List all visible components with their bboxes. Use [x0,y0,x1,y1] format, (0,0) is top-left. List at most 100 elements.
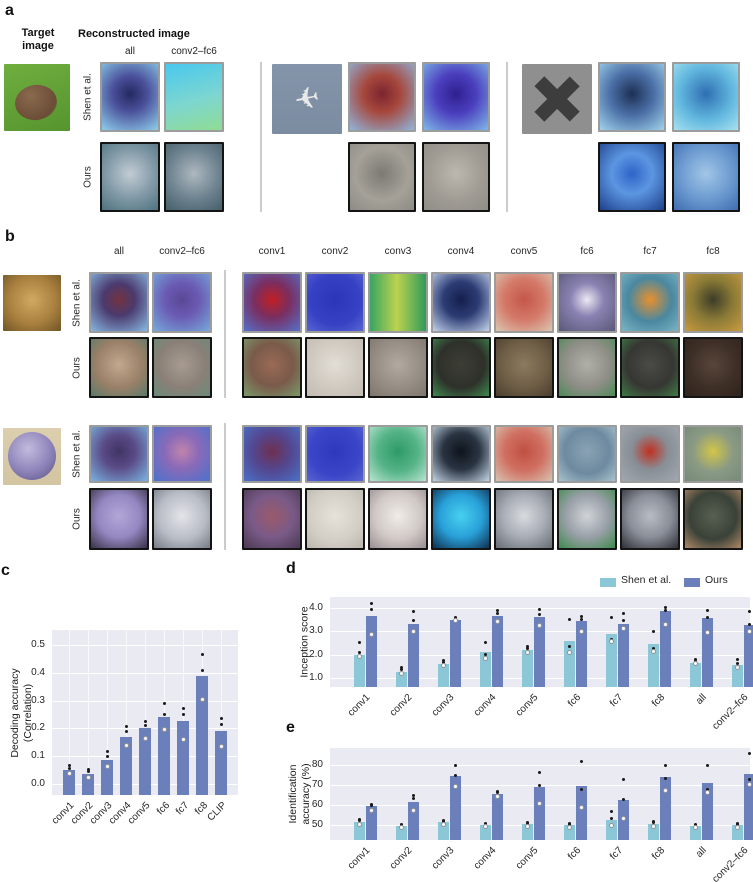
chart-e-y-tick-label: 50 [311,819,323,830]
chart-e-x-tick-label: conv4 [472,845,499,872]
panel-b-col-label-4: conv3 [384,246,412,257]
data-point-e-shen-fc7 [609,809,613,813]
recon-shen-marble-conv2 [305,425,365,483]
panel-b-col-label-6: conv5 [510,246,538,257]
data-point-c-ours-conv4 [124,729,128,733]
data-point-d-shen-conv2 [399,668,403,672]
bar-c-ours-fc8 [196,675,208,795]
bar-e-shen-fc8 [647,824,659,840]
data-point-d-shen-conv1 [357,650,361,654]
data-point-e-shen-conv4 [482,823,488,829]
data-point-d-shen-conv1 [356,654,362,660]
marble-ball [8,431,56,480]
data-point-e-shen-fc7 [609,816,613,820]
chart-c-gridline-v [126,630,127,795]
data-point-e-ours-fc7 [621,777,625,781]
chart-e-x-tick-label: all [693,845,709,860]
data-point-c-ours-conv5 [143,719,147,723]
data-point-e-shen-fc8 [651,820,655,824]
chart-e-y-tick-label: 60 [311,799,323,810]
recon-shen-marble-fc8 [683,425,743,483]
chart-c-y-tick-label: 0.3 [31,694,45,706]
data-point-e-shen-conv2–fc6 [735,822,739,826]
data-point-d-ours-fc7 [621,619,625,623]
chart-d-x-tick-label: conv3 [430,692,457,719]
data-point-c-ours-conv2 [85,775,91,781]
data-point-e-ours-conv3 [452,783,458,789]
target-image-goat [4,64,70,131]
recon-ours-marble-fc6 [557,488,617,550]
chart-d-x-tick-label: all [693,692,709,707]
chart-d-x-tick-label: conv1 [346,692,373,719]
panel-b-col-label-9: fc8 [706,246,720,257]
data-point-e-shen-conv2–fc6 [734,824,740,830]
data-point-d-ours-conv3 [452,618,458,624]
data-point-d-ours-conv4 [494,619,500,625]
bar-e-shen-all [689,826,701,840]
data-point-e-ours-fc6 [579,759,583,763]
chart-d-x-tick-label: fc8 [649,692,667,710]
target-image-airplane: ✈ [272,64,342,134]
data-point-c-ours-fc6 [161,727,167,733]
data-point-e-ours-conv1 [369,803,373,807]
data-point-c-ours-conv3 [105,754,109,758]
chart-d-y-tick-label: 3.0 [309,625,323,637]
chart-e-y-axis-label: Identification accuracy (%) [287,763,313,824]
data-point-e-shen-conv5 [525,821,529,825]
data-point-c-ours-fc7 [180,736,186,742]
data-point-c-ours-fc8 [199,696,205,702]
recon-ours-goat-1 [164,142,224,212]
recon-ours-leopard-conv3 [368,337,428,398]
panel-b-col-label-8: fc7 [643,246,657,257]
legend-shen-label: Shen et al. [621,574,672,586]
bar-e-shen-conv1 [353,822,365,840]
data-point-c-ours-CLIP [219,722,223,726]
data-point-e-shen-conv5 [524,823,530,829]
data-point-d-shen-fc6 [567,618,571,622]
recon-ours-marble-fc8 [683,488,743,550]
data-point-d-ours-conv5 [537,613,541,617]
chart-c-gridline-v [183,630,184,795]
data-point-c-ours-fc7 [181,707,185,711]
data-point-e-shen-fc7 [608,822,614,828]
data-point-e-ours-conv3 [453,763,457,767]
chart-c-gridline-v [164,630,165,795]
panel-b-divider-leopard [224,270,226,398]
data-point-d-shen-conv5 [525,644,529,648]
bar-d-shen-conv5 [521,649,533,687]
bar-c-ours-conv2 [82,774,94,795]
legend-ours-label: Ours [705,574,728,586]
bar-e-shen-conv2 [395,826,407,840]
data-point-d-ours-conv1 [368,632,374,638]
bar-c-ours-fc7 [177,721,189,795]
data-point-d-ours-all [705,608,709,612]
y-axis-label-line: accuracy (%) [300,763,312,825]
data-point-e-ours-fc7 [621,797,625,801]
panel-c-letter: c [1,562,10,579]
legend-shen-swatch [600,578,616,587]
recon-ours-cross-0 [598,142,666,212]
recon-ours-marble-conv3 [368,488,428,550]
bar-c-ours-CLIP [215,731,227,795]
data-point-c-ours-conv1 [67,767,71,771]
recon-shen-leopard-conv1 [242,272,302,333]
data-point-c-ours-conv3 [104,764,110,770]
target-image-leopard [3,275,61,331]
data-point-d-shen-conv4 [483,641,487,645]
bar-d-ours-conv1 [365,616,377,687]
recon-shen-marble-conv3 [368,425,428,483]
recon-shen-cross-1 [672,62,740,132]
data-point-c-ours-CLIP [218,743,224,749]
recon-ours-leopard-fc6 [557,337,617,398]
bar-c-ours-conv5 [139,728,151,795]
bar-d-shen-conv1 [353,654,365,687]
bar-d-ours-fc6 [575,620,587,687]
recon-shen-marble-fc6 [557,425,617,483]
data-point-d-shen-conv2 [398,670,404,676]
bar-c-ours-fc6 [158,717,170,795]
chart-c-x-tick-label: CLIP [205,800,229,824]
recon-ours-cross-1 [672,142,740,212]
data-point-e-ours-conv5 [537,770,541,774]
bar-c-ours-conv3 [101,760,113,795]
data-point-e-ours-conv5 [537,783,541,787]
